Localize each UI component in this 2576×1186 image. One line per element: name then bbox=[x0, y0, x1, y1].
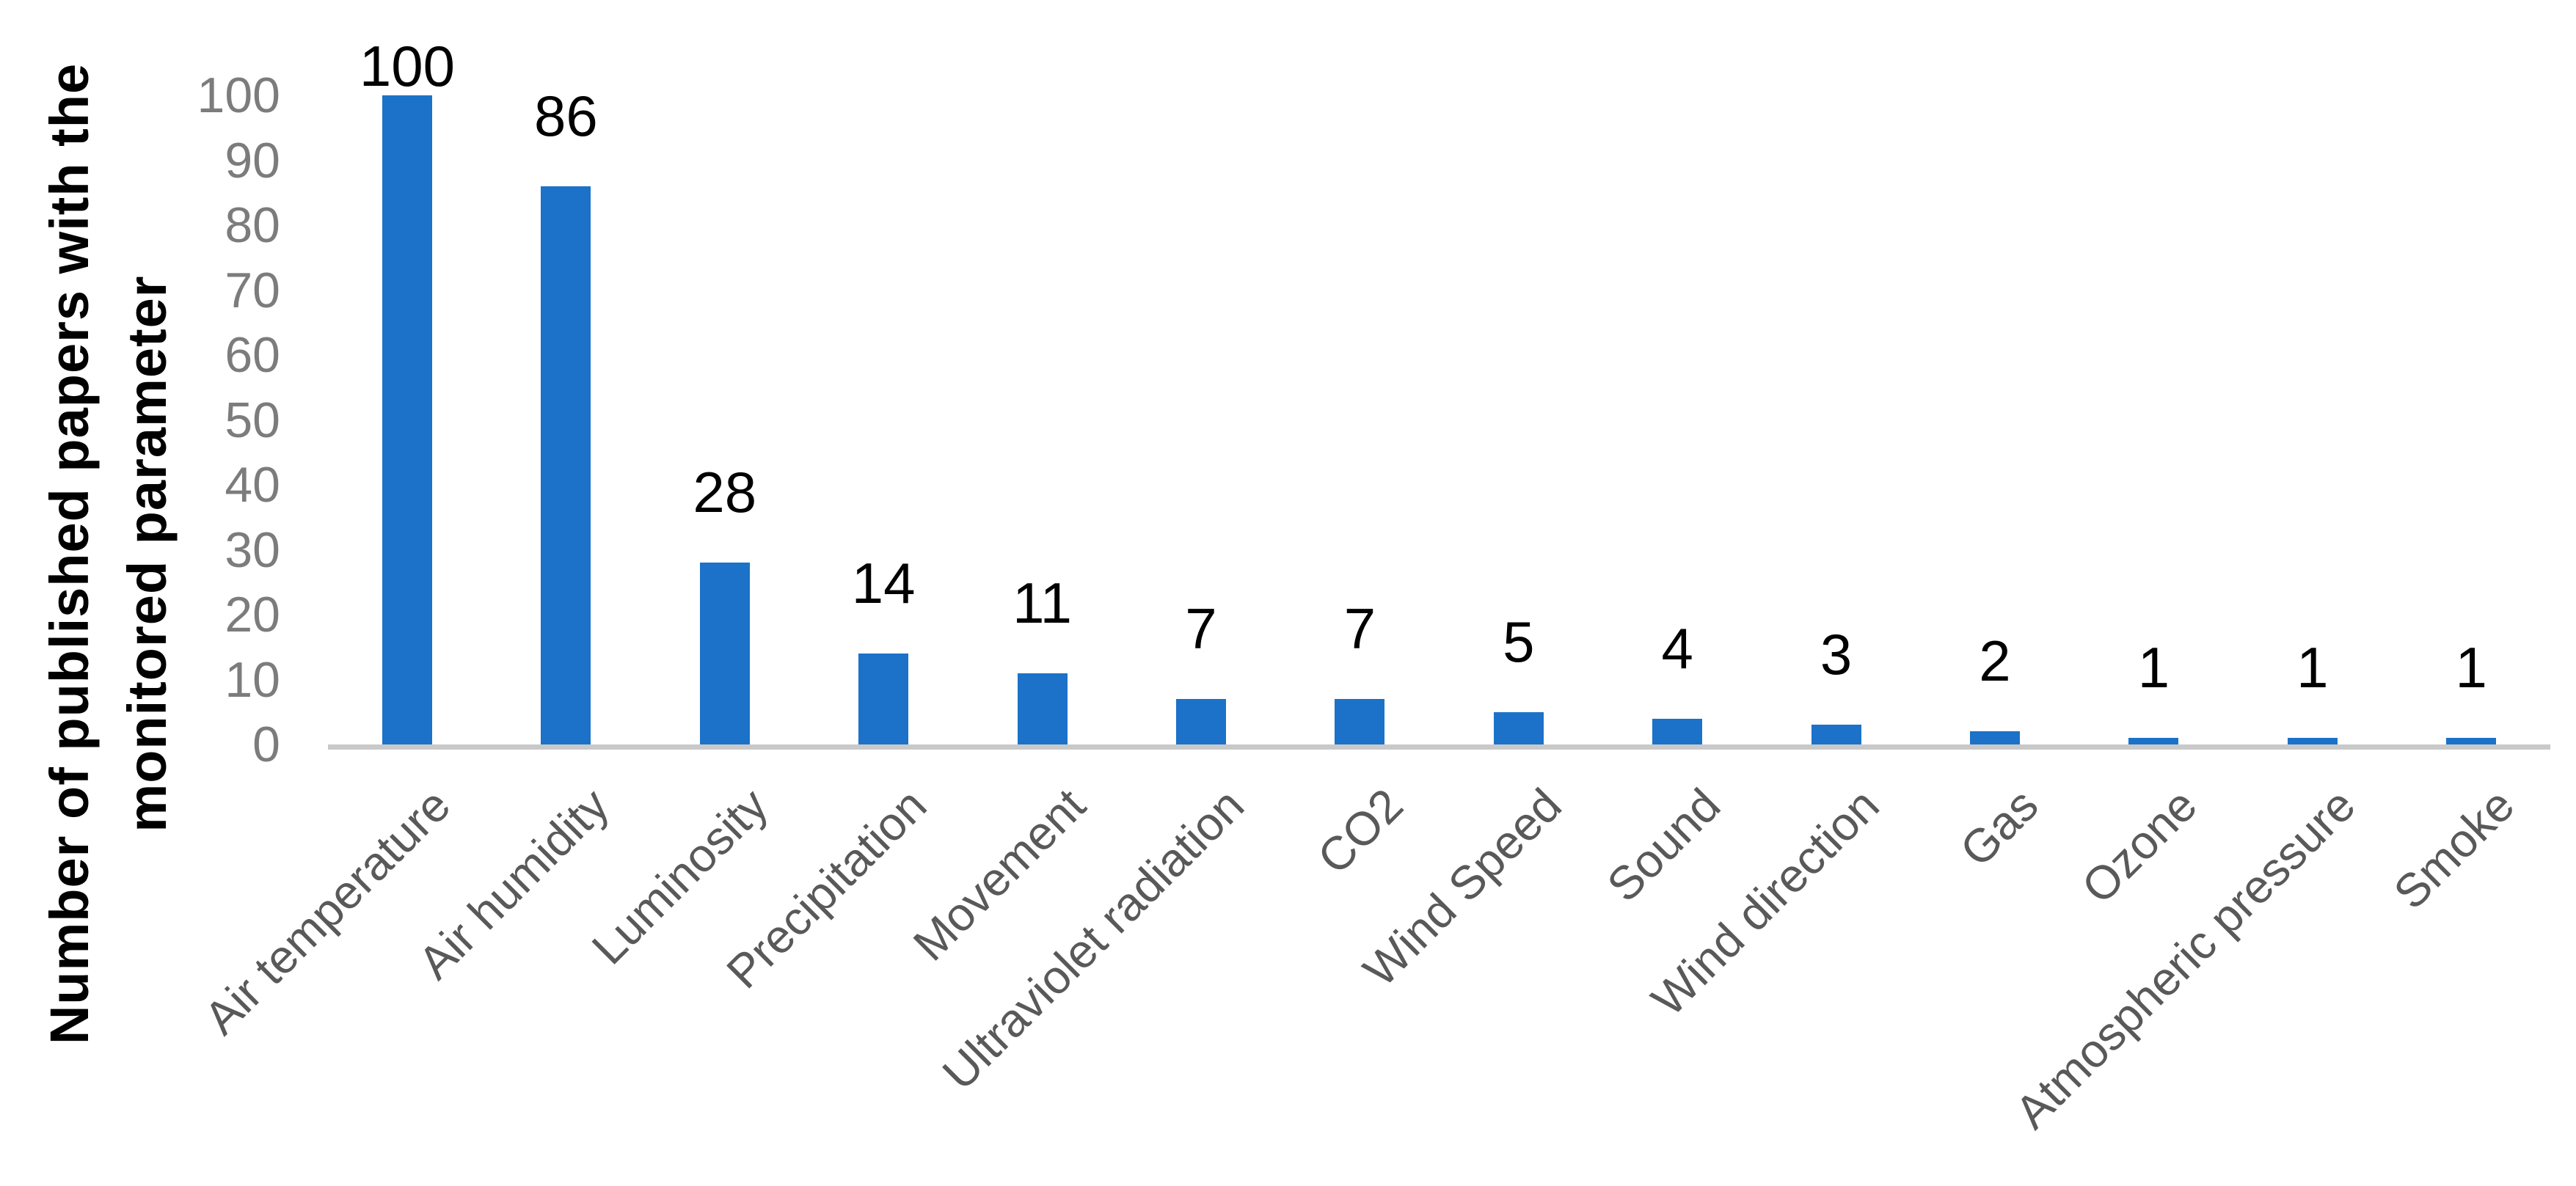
bar-value-label-precipitation: 14 bbox=[851, 551, 916, 616]
bar-precipitation bbox=[858, 654, 909, 744]
bar-value-label-wind-direction: 3 bbox=[1820, 622, 1853, 687]
x-axis-label-co2: CO2 bbox=[1307, 778, 1413, 885]
x-axis-label-gas: Gas bbox=[1949, 778, 2048, 877]
y-tick-label-80: 80 bbox=[225, 197, 280, 253]
bar-value-label-wind-speed: 5 bbox=[1503, 609, 1535, 674]
y-tick-label-0: 0 bbox=[252, 717, 280, 772]
y-tick-label-60: 60 bbox=[225, 327, 280, 383]
bar-wind-speed bbox=[1493, 711, 1544, 744]
bar-co2 bbox=[1335, 699, 1385, 744]
bar-wind-direction bbox=[1811, 725, 1861, 744]
bar-value-label-atmospheric-pressure: 1 bbox=[2296, 635, 2329, 700]
y-tick-label-20: 20 bbox=[225, 587, 280, 643]
x-axis-label-ozone: Ozone bbox=[2071, 778, 2207, 914]
y-tick-label-50: 50 bbox=[225, 392, 280, 448]
bar-air-temperature bbox=[382, 95, 432, 744]
bar-value-label-ultraviolet-radiation: 7 bbox=[1185, 596, 1217, 662]
bar-value-label-ozone: 1 bbox=[2137, 635, 2170, 700]
bar-value-label-sound: 4 bbox=[1661, 615, 1693, 681]
bar-ozone bbox=[2128, 738, 2179, 744]
bar-air-humidity bbox=[541, 186, 591, 744]
y-tick-label-10: 10 bbox=[225, 651, 280, 708]
x-axis-label-sound: Sound bbox=[1597, 778, 1731, 912]
y-tick-label-100: 100 bbox=[197, 67, 280, 123]
bar-luminosity bbox=[699, 563, 750, 744]
bar-atmospheric-pressure bbox=[2287, 738, 2338, 744]
bar-ultraviolet-radiation bbox=[1176, 699, 1226, 744]
bar-movement bbox=[1017, 673, 1068, 744]
bar-value-label-gas: 2 bbox=[1979, 629, 2011, 694]
y-tick-label-40: 40 bbox=[225, 457, 280, 513]
y-tick-label-30: 30 bbox=[225, 521, 280, 578]
x-axis-line bbox=[328, 744, 2550, 750]
bar-sound bbox=[1652, 718, 1703, 744]
bar-value-label-smoke: 1 bbox=[2455, 635, 2487, 700]
bar-value-label-movement: 11 bbox=[1012, 570, 1073, 635]
x-axis-label-air-temperature: Air temperature bbox=[194, 778, 461, 1045]
bar-value-label-luminosity: 28 bbox=[693, 460, 757, 525]
bar-gas bbox=[1970, 731, 2020, 744]
bar-value-label-air-humidity: 86 bbox=[534, 83, 598, 148]
bar-value-label-air-temperature: 100 bbox=[359, 34, 456, 98]
x-axis-label-smoke: Smoke bbox=[2383, 778, 2525, 920]
x-axis-label-ultraviolet-radiation: Ultraviolet radiation bbox=[932, 778, 1255, 1100]
y-tick-label-70: 70 bbox=[225, 262, 280, 318]
bar-value-label-co2: 7 bbox=[1343, 596, 1376, 662]
bar-smoke bbox=[2446, 738, 2497, 744]
y-tick-label-90: 90 bbox=[225, 132, 280, 188]
